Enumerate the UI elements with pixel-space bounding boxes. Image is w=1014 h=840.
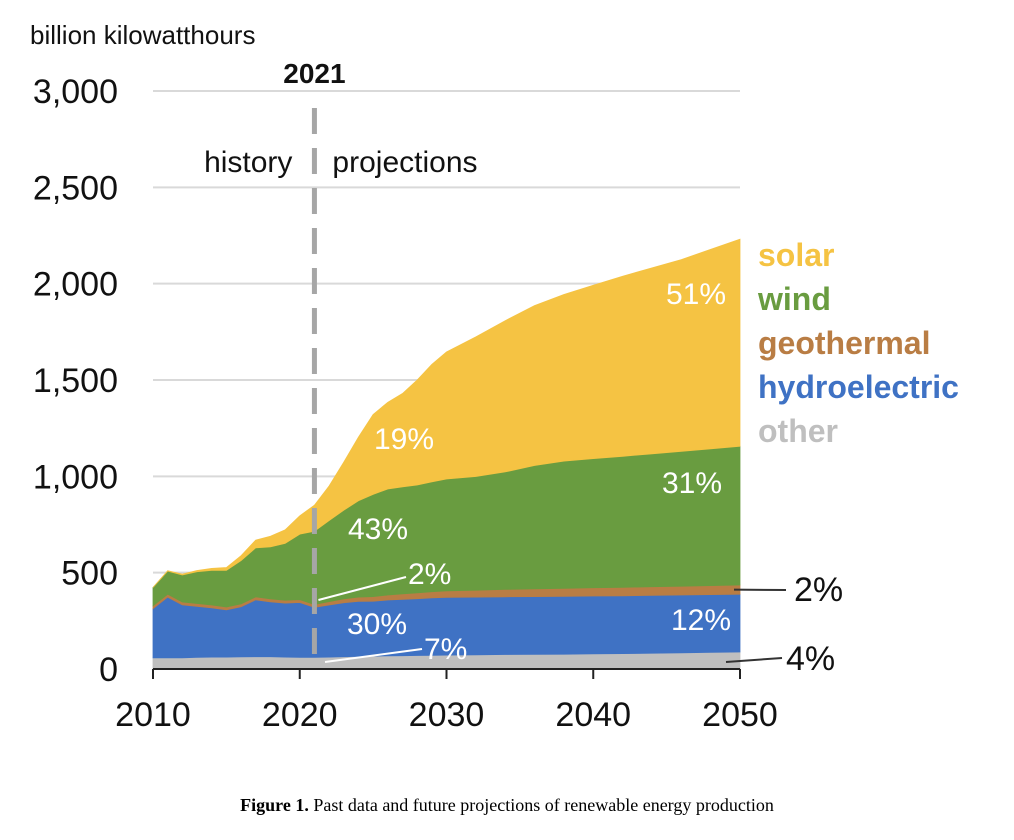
- y-tick-label-0: 0: [99, 651, 118, 689]
- divider-2021: 2021 history projections: [204, 58, 478, 669]
- x-tick-label-2030: 2030: [409, 696, 485, 734]
- legend-other: other: [758, 413, 838, 449]
- figure-caption: Figure 1. Past data and future projectio…: [0, 795, 1014, 816]
- annotation-2021-geothermal: 2%: [408, 558, 451, 591]
- annotation-2050-solar: 51%: [666, 278, 726, 311]
- leader-2050-other: [725, 657, 783, 663]
- caption-label: Figure 1.: [240, 795, 309, 815]
- area-solar: [152, 238, 741, 588]
- annotation-2021-hydroelectric: 30%: [347, 608, 407, 641]
- leader-2021-other: [324, 648, 423, 663]
- x-tick-label-2010: 2010: [115, 696, 191, 734]
- leader-2021-geothermal: [318, 576, 407, 601]
- y-tick-label-1000: 1,000: [33, 458, 118, 496]
- y-tick-label-2000: 2,000: [33, 266, 118, 304]
- history-label: history: [204, 146, 292, 179]
- x-tick-label-2020: 2020: [262, 696, 338, 734]
- axes: 0 500 1,000 1,500 2,000 2,500 3,000 2010 2020 203…: [33, 73, 778, 734]
- y-tick-label-1500: 1,500: [33, 362, 118, 400]
- energy-chart: billion kilowatthours 2021 history proje…: [30, 20, 959, 734]
- annotations: 19%43%30%2%7%51%31%12%2%4%: [318, 278, 843, 678]
- y-axis-title: billion kilowatthours: [30, 20, 255, 50]
- legend-wind: wind: [757, 281, 831, 317]
- projections-label: projections: [332, 146, 477, 179]
- y-tick-label-500: 500: [61, 555, 118, 593]
- x-tick-label-2050: 2050: [702, 696, 778, 734]
- legend-solar: solar: [758, 237, 834, 273]
- divider-year-label: 2021: [283, 58, 345, 89]
- annotation-2050-other: 4%: [786, 640, 835, 678]
- annotation-2050-geothermal: 2%: [794, 571, 843, 609]
- annotation-2021-solar: 19%: [374, 423, 434, 456]
- annotation-2050-hydroelectric: 12%: [671, 604, 731, 637]
- x-tick-label-2040: 2040: [555, 696, 631, 734]
- y-tick-label-3000: 3,000: [33, 73, 118, 111]
- annotation-2021-other: 7%: [424, 633, 467, 666]
- y-tick-label-2500: 2,500: [33, 169, 118, 207]
- legend-hydroelectric: hydroelectric: [758, 369, 959, 405]
- stacked-areas: [152, 238, 741, 670]
- annotation-2021-wind: 43%: [348, 513, 408, 546]
- legend: solar wind geothermal hydroelectric other: [757, 237, 959, 449]
- annotation-2050-wind: 31%: [662, 467, 722, 500]
- legend-geothermal: geothermal: [758, 325, 930, 361]
- caption-text: Past data and future projections of rene…: [308, 795, 774, 815]
